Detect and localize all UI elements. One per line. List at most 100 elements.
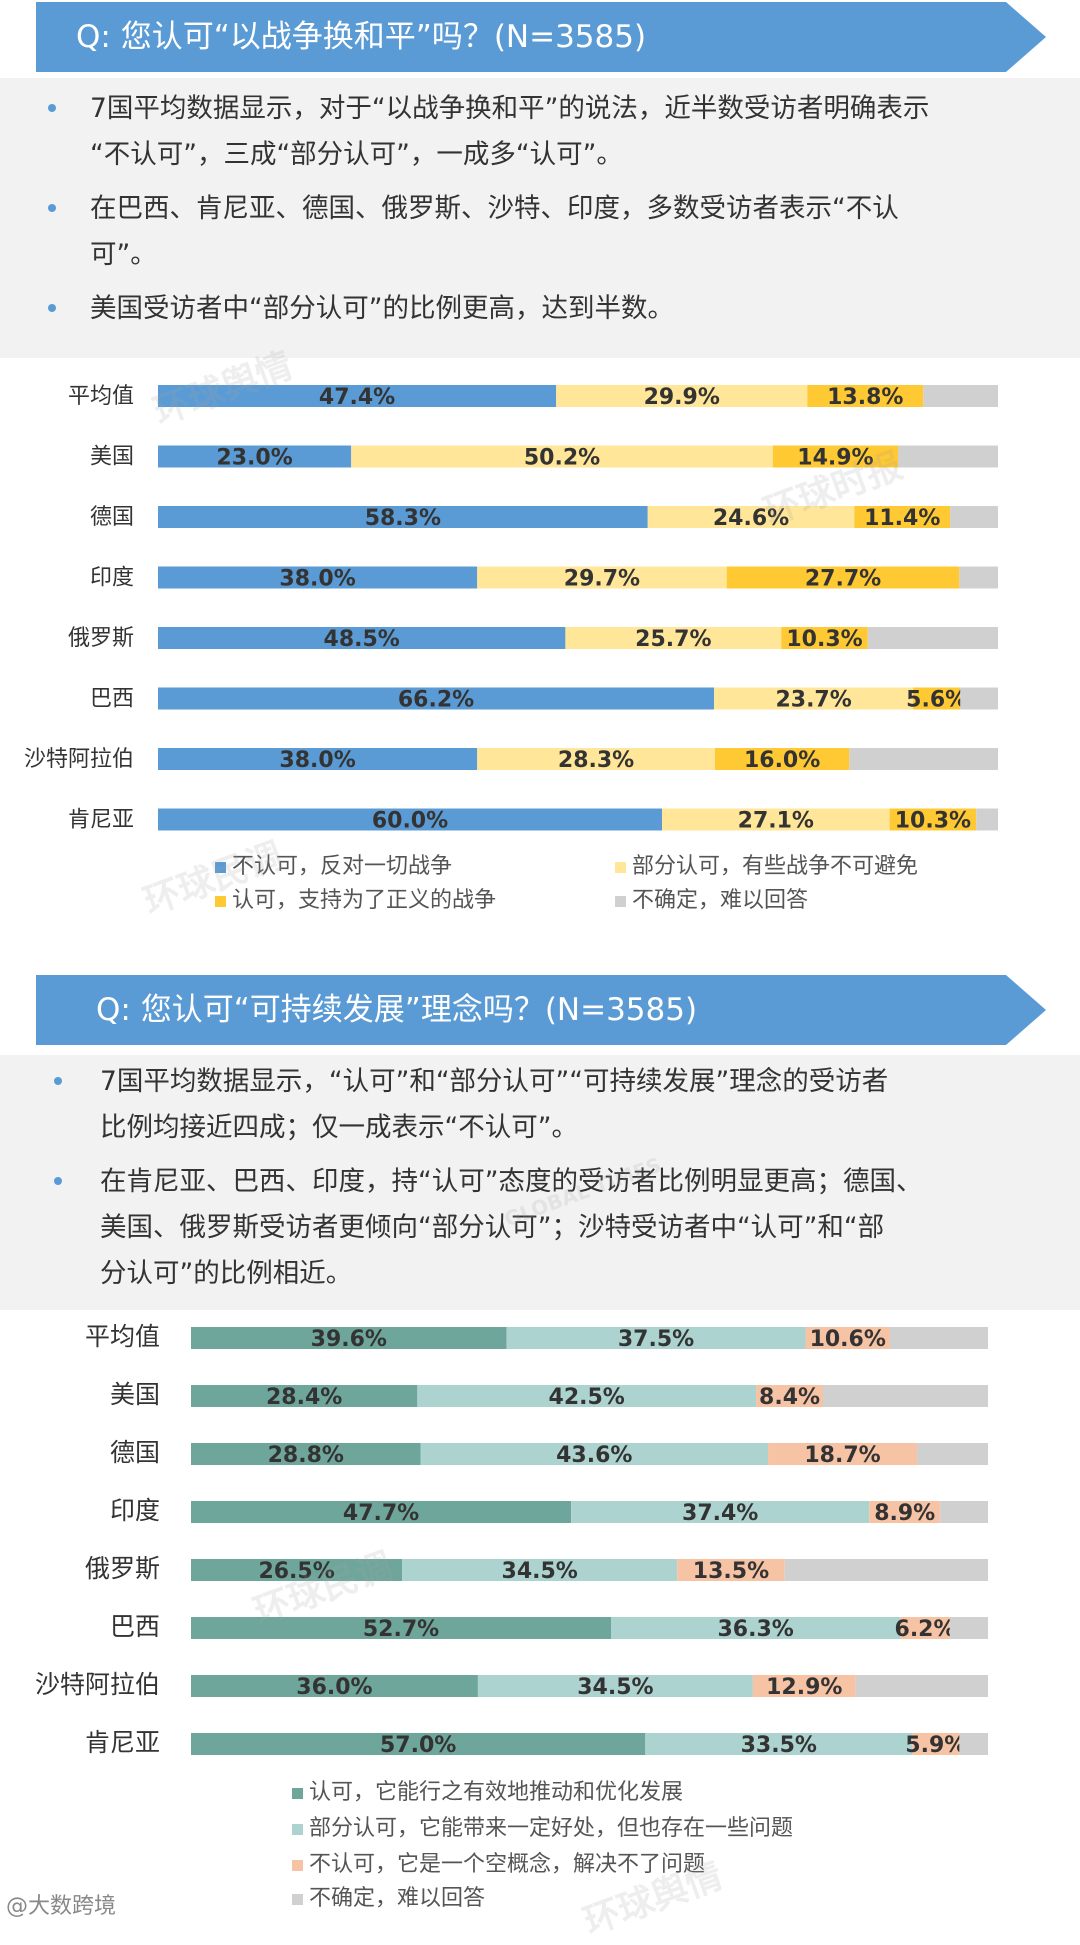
bar-segment xyxy=(191,1443,421,1465)
data-label: 57.0% xyxy=(380,1733,456,1758)
bar-segment xyxy=(781,627,868,649)
bar-segment xyxy=(726,566,960,589)
bar-segment xyxy=(960,687,998,710)
data-label: 29.7% xyxy=(564,567,640,592)
bar-segment xyxy=(158,566,478,589)
bar-segment xyxy=(191,1559,403,1581)
bullet-dot xyxy=(48,104,56,112)
bar-segment xyxy=(889,1327,988,1349)
category-label: 德国 xyxy=(90,505,134,530)
data-label: 11.4% xyxy=(864,506,940,531)
category-label: 平均值 xyxy=(85,1322,160,1351)
bar-segment xyxy=(477,566,727,589)
data-label: 47.7% xyxy=(343,1501,419,1526)
category-label: 沙特阿拉伯 xyxy=(24,747,134,772)
bar-segment xyxy=(565,627,782,649)
data-label: 39.6% xyxy=(311,1327,387,1352)
data-label: 47.4% xyxy=(319,385,395,410)
bar-segment xyxy=(912,1733,960,1755)
bar-segment xyxy=(417,1385,757,1407)
data-label: 23.0% xyxy=(216,446,292,471)
data-label: 13.8% xyxy=(827,385,903,410)
category-label: 印度 xyxy=(90,566,134,591)
category-label: 德国 xyxy=(110,1438,160,1467)
category-label: 巴西 xyxy=(90,687,134,712)
question-banner-2: Q: 您认可“可持续发展”理念吗？(N=3585) xyxy=(36,975,1046,1045)
data-label: 48.5% xyxy=(324,627,400,652)
data-label: 50.2% xyxy=(524,446,600,471)
bar-segment xyxy=(898,445,998,468)
chart-2-svg: 平均值 39.6% 37.5% 10.6% 美国 28.4% 42.5% 8.4% 德国 28.8… xyxy=(35,1322,988,1758)
bullet-dot xyxy=(48,204,56,212)
bar-segment xyxy=(645,1733,913,1755)
data-label: 36.0% xyxy=(296,1675,372,1700)
data-label: 38.0% xyxy=(279,567,355,592)
legend-item-2: 部分认可，它能带来一定好处，但也存在一些问题 xyxy=(292,1814,793,1844)
legend-swatch xyxy=(215,861,226,873)
category-label: 美国 xyxy=(110,1380,160,1409)
bar-segment xyxy=(477,748,715,770)
bar-segment xyxy=(571,1501,870,1523)
category-label: 平均值 xyxy=(68,384,134,409)
category-label: 俄罗斯 xyxy=(68,626,134,651)
data-label: 8.9% xyxy=(874,1501,935,1526)
summary-bullet-1: 7国平均数据显示，“认可”和“部分认可”“可持续发展”理念的受访者 比例均接近四… xyxy=(100,1066,889,1143)
data-label: 5.9% xyxy=(905,1733,966,1758)
data-label: 23.7% xyxy=(775,688,851,713)
data-label: 28.3% xyxy=(558,748,634,773)
stacked-bar-chart-sustainability: 平均值 39.6% 37.5% 10.6% 美国 28.4% 42.5% 8.4% 德国 28.8… xyxy=(0,1310,1080,1920)
bullet-dot xyxy=(54,1177,62,1185)
source-credit: @大数跨境 xyxy=(6,1894,117,1919)
data-label: 28.8% xyxy=(268,1443,344,1468)
legend-swatch xyxy=(292,1787,303,1799)
bar-segment xyxy=(556,385,808,407)
stacked-bar-chart-war-peace: 平均值 47.4% 29.9% 13.8% 美国 23.0% 50.2% 14.9% 德国 58.… xyxy=(0,358,1080,928)
bar-segment xyxy=(756,1385,824,1407)
bar-segment xyxy=(191,1385,418,1407)
bar-segment xyxy=(714,748,850,770)
bar-segment xyxy=(805,1327,890,1349)
bar-segment xyxy=(940,1501,988,1523)
bar-segment xyxy=(351,445,773,468)
bar-segment xyxy=(158,808,662,831)
bar-segment xyxy=(959,1733,988,1755)
data-label: 66.2% xyxy=(398,688,474,713)
bar-segment xyxy=(158,748,478,770)
bar-segment xyxy=(855,1675,988,1697)
data-label: 42.5% xyxy=(549,1385,625,1410)
data-label: 60.0% xyxy=(372,809,448,834)
legend-item-1: 不认可，反对一切战争 xyxy=(215,852,452,882)
legend-item-2: 部分认可，有些战争不可避免 xyxy=(615,852,918,882)
bar-segment xyxy=(677,1559,785,1581)
data-label: 38.0% xyxy=(279,748,355,773)
legend-item-1: 认可，它能行之有效地推动和优化发展 xyxy=(292,1778,683,1808)
chart-1-svg: 平均值 47.4% 29.9% 13.8% 美国 23.0% 50.2% 14.9% 德国 58.… xyxy=(24,384,998,834)
data-label: 18.7% xyxy=(804,1443,880,1468)
bar-segment xyxy=(647,506,855,528)
data-label: 37.4% xyxy=(682,1501,758,1526)
summary-panel-2: 7国平均数据显示，“认可”和“部分认可”“可持续发展”理念的受访者 比例均接近四… xyxy=(0,1055,1080,1310)
category-label: 美国 xyxy=(90,445,134,470)
data-label: 33.5% xyxy=(741,1733,817,1758)
data-label: 43.6% xyxy=(556,1443,632,1468)
bar-segment xyxy=(714,687,914,710)
summary-bullet-2: 在肯尼亚、巴西、印度，持“认可”态度的受访者比例明显更高；德国、 美国、俄罗斯受… xyxy=(100,1166,923,1289)
bar-segment xyxy=(752,1675,856,1697)
data-label: 13.5% xyxy=(693,1559,769,1584)
legend-item-3: 认可，支持为了正义的战争 xyxy=(215,886,496,916)
data-label: 28.4% xyxy=(266,1385,342,1410)
bar-segment xyxy=(768,1443,918,1465)
category-label: 沙特阿拉伯 xyxy=(35,1670,160,1699)
data-label: 36.3% xyxy=(718,1617,794,1642)
data-label: 12.9% xyxy=(766,1675,842,1700)
bar-segment xyxy=(420,1443,769,1465)
legend-swatch xyxy=(615,895,626,907)
bar-segment xyxy=(784,1559,988,1581)
category-label: 肯尼亚 xyxy=(85,1728,160,1757)
data-label: 26.5% xyxy=(258,1559,334,1584)
summary-bullet-3: 美国受访者中“部分认可”的比例更高，达到半数。 xyxy=(90,293,674,324)
bar-segment xyxy=(772,445,899,468)
legend-swatch xyxy=(292,1859,303,1871)
bar-segment xyxy=(854,506,951,528)
summary-bullet-2: 在巴西、肯尼亚、德国、俄罗斯、沙特、印度，多数受访者表示“不认 可”。 xyxy=(90,193,899,270)
